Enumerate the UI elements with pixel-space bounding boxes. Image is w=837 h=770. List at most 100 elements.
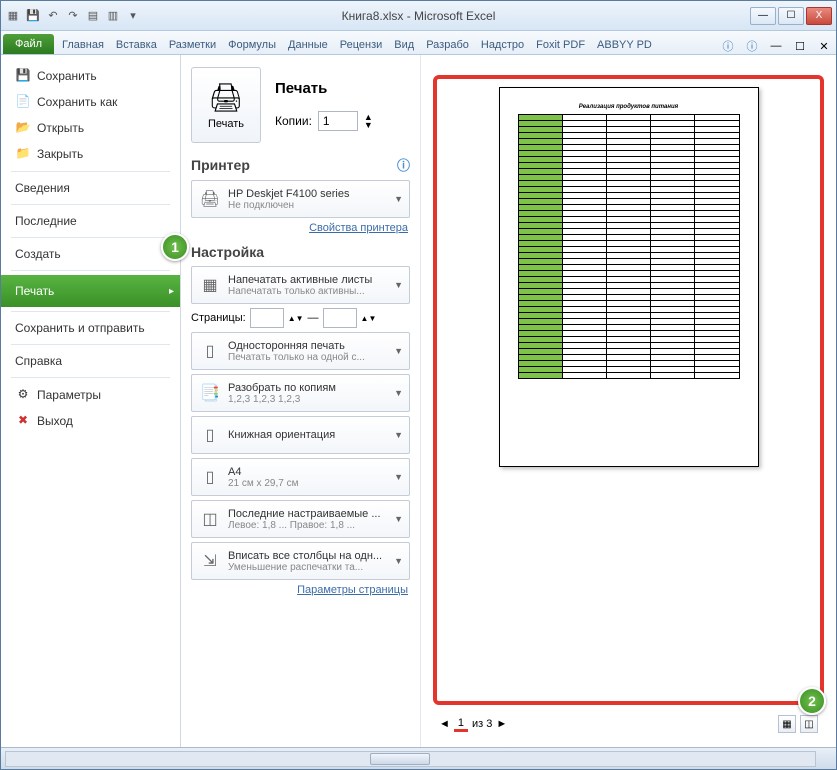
annotation-marker-2: 2 <box>798 687 826 715</box>
chevron-down-icon: ▼ <box>394 194 403 204</box>
nav-saveas[interactable]: 📄Сохранить как <box>1 89 180 115</box>
page-to-input[interactable] <box>323 308 357 328</box>
opt-title: Разобрать по копиям <box>228 382 388 394</box>
qat-icon[interactable]: ▾ <box>125 8 141 24</box>
nav-share[interactable]: Сохранить и отправить <box>1 316 180 340</box>
tab-foxit[interactable]: Foxit PDF <box>530 36 591 54</box>
qat-icon[interactable]: ▥ <box>105 8 121 24</box>
minimize-button[interactable]: — <box>750 7 776 25</box>
printer-heading: Принтер <box>191 157 250 173</box>
chevron-down-icon: ▼ <box>394 556 403 566</box>
copies-input[interactable] <box>318 111 358 131</box>
tab-view[interactable]: Вид <box>388 36 420 54</box>
qat-icon[interactable]: ▤ <box>85 8 101 24</box>
doc-max-icon[interactable]: ☐ <box>792 38 808 54</box>
orientation-select[interactable]: ▯ Книжная ориентация ▼ <box>191 416 410 454</box>
spinner-icon[interactable]: ▲▼ <box>364 113 373 129</box>
tab-layout[interactable]: Разметки <box>163 36 222 54</box>
maximize-button[interactable]: ☐ <box>778 7 804 25</box>
minimize-ribbon-icon[interactable]: ⓘ <box>720 38 736 54</box>
nav-close[interactable]: 📁 Закрыть <box>1 141 180 167</box>
backstage-nav: 💾 Сохранить 📄Сохранить как 📂Открыть 📁 Закр… <box>1 55 181 747</box>
preview-page: Реализация продуктов питания <box>499 87 759 467</box>
chevron-down-icon: ▼ <box>394 280 403 290</box>
preview-highlight-frame: ↙ Реализация продуктов питания 2 <box>433 75 824 705</box>
tab-review[interactable]: Рецензи <box>334 36 389 54</box>
preview-page-nav: ◄ 1 из 3 ► ▦ ◫ <box>433 711 824 737</box>
collate-icon: 📑 <box>198 381 222 405</box>
close-icon: 📁 <box>15 146 31 162</box>
opt-sub: Печатать только на одной с... <box>228 352 388 363</box>
document-title: Реализация продуктов питания <box>518 104 740 110</box>
printer-properties-link[interactable]: Свойства принтера <box>193 222 408 234</box>
zoom-to-page-button[interactable]: ▦ <box>778 715 796 733</box>
papersize-select[interactable]: ▯ A421 см x 29,7 см ▼ <box>191 458 410 496</box>
print-preview-panel: ↙ Реализация продуктов питания 2 ◄ 1 из … <box>421 55 836 747</box>
nav-open[interactable]: 📂Открыть <box>1 115 180 141</box>
info-icon[interactable]: ⓘ <box>397 155 410 174</box>
nav-print[interactable]: Печать <box>1 275 180 307</box>
horizontal-scrollbar[interactable] <box>5 751 816 767</box>
redo-icon[interactable]: ↷ <box>65 8 81 24</box>
tab-home[interactable]: Главная <box>56 36 110 54</box>
show-margins-button[interactable]: ◫ <box>800 715 818 733</box>
opt-title: Книжная ориентация <box>228 429 388 441</box>
nav-label: Сохранить <box>37 69 97 83</box>
page-setup-link[interactable]: Параметры страницы <box>193 584 408 596</box>
scrollbar-thumb[interactable] <box>370 753 430 765</box>
nav-options[interactable]: ⚙Параметры <box>1 382 180 408</box>
tab-formulas[interactable]: Формулы <box>222 36 282 54</box>
nav-help[interactable]: Справка <box>1 349 180 373</box>
nav-recent[interactable]: Последние <box>1 209 180 233</box>
copies-label: Копии: <box>275 114 312 128</box>
save-icon[interactable]: 💾 <box>25 8 41 24</box>
settings-heading: Настройка <box>191 244 264 260</box>
nav-exit[interactable]: ✖Выход <box>1 408 180 434</box>
doc-close-icon[interactable]: ✕ <box>816 38 832 54</box>
help-icon[interactable]: ⓘ <box>744 38 760 54</box>
window-title: Книга8.xlsx - Microsoft Excel <box>342 9 496 23</box>
prev-page-button[interactable]: ◄ <box>439 718 450 730</box>
opt-sub: 21 см x 29,7 см <box>228 478 388 489</box>
tab-developer[interactable]: Разрабо <box>420 36 475 54</box>
exit-icon: ✖ <box>15 413 31 429</box>
printer-name: HP Deskjet F4100 series <box>228 188 388 200</box>
printer-status: Не подключен <box>228 200 388 211</box>
sided-select[interactable]: ▯ Односторонняя печатьПечатать только на… <box>191 332 410 370</box>
tab-data[interactable]: Данные <box>282 36 334 54</box>
tab-insert[interactable]: Вставка <box>110 36 163 54</box>
opt-sub: Левое: 1,8 ... Правое: 1,8 ... <box>228 520 388 531</box>
opt-title: Напечатать активные листы <box>228 274 388 286</box>
nav-save[interactable]: 💾 Сохранить <box>1 63 180 89</box>
portrait-icon: ▯ <box>198 423 222 447</box>
printer-select[interactable]: 🖨 HP Deskjet F4100 seriesНе подключен ▼ <box>191 180 410 218</box>
opt-sub: 1,2,3 1,2,3 1,2,3 <box>228 394 388 405</box>
close-button[interactable]: X <box>806 7 832 25</box>
undo-icon[interactable]: ↶ <box>45 8 61 24</box>
save-icon: 💾 <box>15 68 31 84</box>
opt-sub: Напечатать только активны... <box>228 286 388 297</box>
margins-select[interactable]: ◫ Последние настраиваемые ...Левое: 1,8 … <box>191 500 410 538</box>
opt-title: Вписать все столбцы на одн... <box>228 550 388 562</box>
nav-label: Сохранить и отправить <box>15 321 145 335</box>
next-page-button[interactable]: ► <box>496 718 507 730</box>
tab-abbyy[interactable]: ABBYY PD <box>591 36 658 54</box>
tab-file[interactable]: Файл <box>3 34 54 54</box>
printer-icon: 🖨 <box>198 187 222 211</box>
nav-new[interactable]: Создать <box>1 242 180 266</box>
opt-title: A4 <box>228 466 388 478</box>
chevron-down-icon: ▼ <box>394 430 403 440</box>
print-what-select[interactable]: ▦ Напечатать активные листыНапечатать то… <box>191 266 410 304</box>
printer-icon: 🖨 <box>208 81 244 114</box>
print-button[interactable]: 🖨 Печать <box>191 67 261 143</box>
page-icon: ▯ <box>198 465 222 489</box>
scaling-select[interactable]: ⇲ Вписать все столбцы на одн...Уменьшени… <box>191 542 410 580</box>
opt-title: Односторонняя печать <box>228 340 388 352</box>
open-icon: 📂 <box>15 120 31 136</box>
page-from-input[interactable] <box>250 308 284 328</box>
nav-info[interactable]: Сведения <box>1 176 180 200</box>
nav-label: Закрыть <box>37 147 83 161</box>
doc-min-icon[interactable]: — <box>768 38 784 54</box>
collate-select[interactable]: 📑 Разобрать по копиям1,2,3 1,2,3 1,2,3 ▼ <box>191 374 410 412</box>
tab-addins[interactable]: Надстро <box>475 36 530 54</box>
